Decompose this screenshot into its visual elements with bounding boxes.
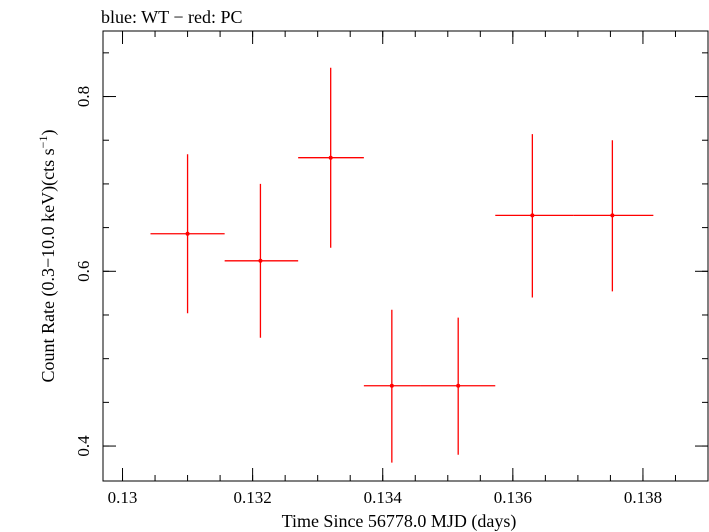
y-axis-label: Count Rate (0.3−10.0 keV)(cts s−1) (36, 130, 59, 383)
chart-title: blue: WT − red: PC (101, 7, 242, 27)
data-point (150, 154, 225, 314)
data-point (298, 67, 364, 248)
data-point (495, 134, 574, 298)
y-axis-label-close: ) (38, 130, 59, 136)
point-marker (258, 258, 263, 263)
x-tick-label: 0.13 (108, 488, 138, 507)
x-tick-labels: 0.13 0.132 0.134 0.136 0.138 (108, 488, 662, 507)
point-marker (530, 213, 535, 218)
data-points (150, 67, 654, 463)
y-tick-label: 0.4 (74, 435, 93, 457)
point-marker (389, 383, 394, 388)
point-marker (456, 383, 461, 388)
y-tick-label: 0.8 (74, 86, 93, 107)
point-marker (185, 231, 190, 236)
y-tick-label: 0.6 (74, 261, 93, 282)
data-point (420, 317, 496, 455)
x-tick-label: 0.136 (494, 488, 532, 507)
data-point (224, 183, 299, 338)
x-tick-label: 0.134 (364, 488, 403, 507)
axis-ticks (103, 31, 709, 481)
y-tick-labels: 0.4 0.6 0.8 (74, 86, 93, 457)
x-tick-label: 0.138 (624, 488, 662, 507)
y-axis-label-main: Count Rate (0.3−10.0 keV)(cts s (38, 148, 59, 382)
point-marker (610, 213, 615, 218)
point-marker (328, 155, 333, 160)
y-axis-label-superscript: −1 (36, 136, 50, 149)
x-axis-label: Time Since 56778.0 MJD (days) (282, 511, 517, 532)
data-point (573, 140, 654, 292)
plot-frame (102, 30, 709, 482)
x-tick-label: 0.132 (233, 488, 271, 507)
data-point (363, 309, 421, 463)
